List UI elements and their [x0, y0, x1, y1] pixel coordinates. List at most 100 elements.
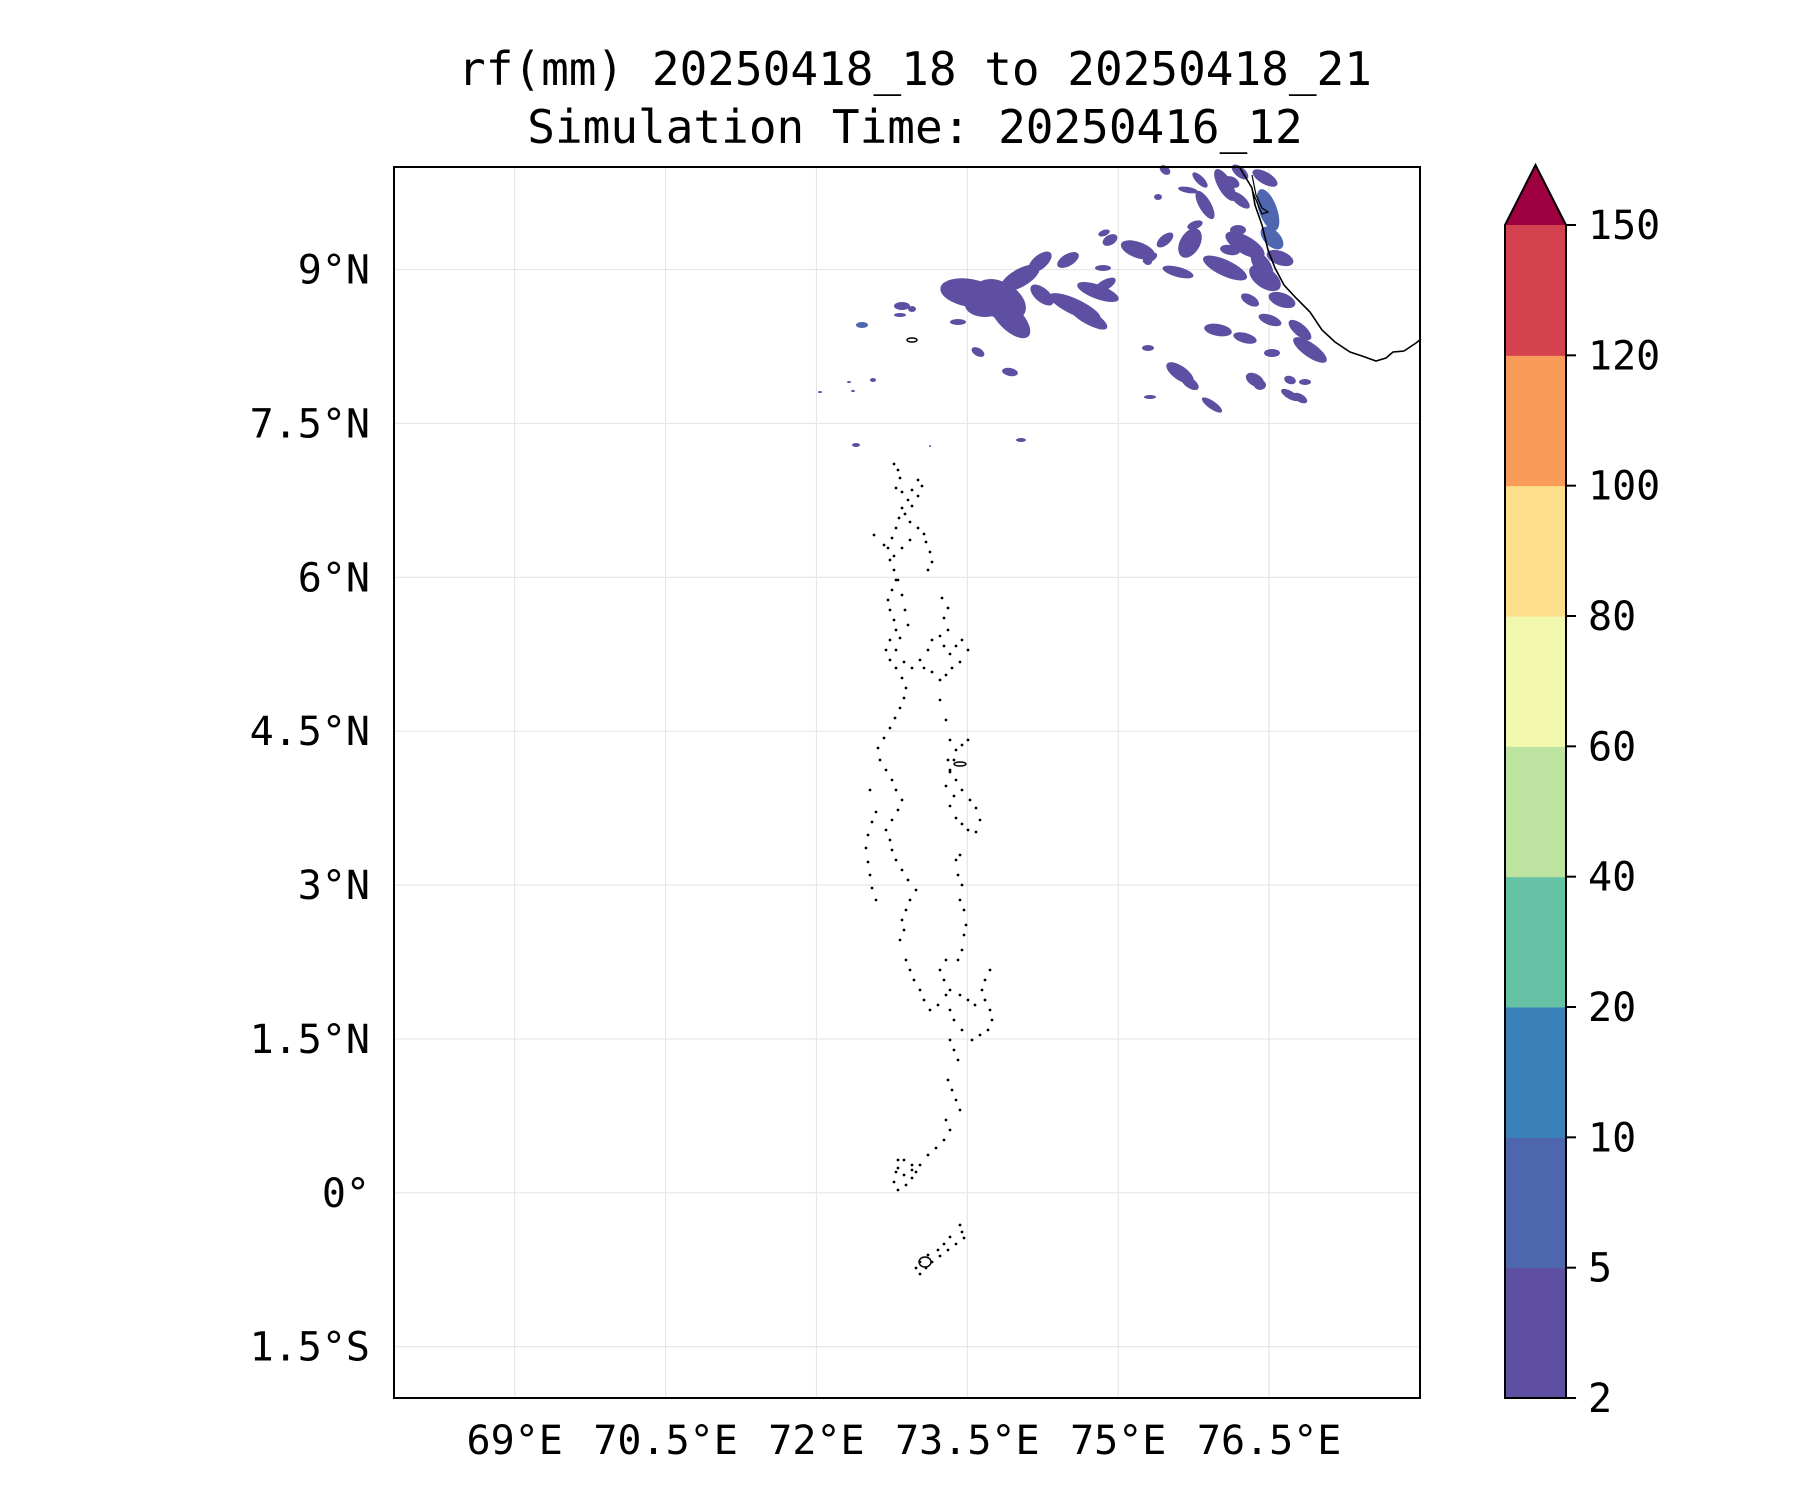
island-dot [960, 638, 964, 642]
island-dot [897, 516, 901, 520]
island-dot [890, 818, 894, 822]
island-dot [950, 1088, 954, 1092]
rain-patch [1102, 234, 1118, 246]
island-dot [948, 770, 952, 774]
island-dot [904, 958, 908, 962]
atoll-islands [864, 337, 994, 1276]
island-dot [960, 883, 964, 887]
island-dot [946, 1248, 950, 1252]
rain-patch [1264, 349, 1280, 357]
island-dot [930, 670, 934, 674]
rain-patch [1260, 226, 1284, 250]
island-dot [914, 1170, 918, 1174]
island-dot [978, 1033, 982, 1037]
island-dot [944, 784, 948, 788]
colorbar-label: 80 [1588, 594, 1636, 640]
island-dot [898, 938, 902, 942]
atoll-outline [918, 1256, 932, 1268]
island-dot [890, 778, 894, 782]
island-dot [864, 846, 868, 850]
rain-patch [1250, 251, 1274, 279]
island-dot [958, 853, 962, 857]
island-dot [954, 644, 958, 648]
island-dot [926, 1253, 930, 1257]
island-dot [896, 468, 900, 472]
island-dot [954, 778, 958, 782]
island-dot [952, 794, 956, 798]
island-dot [910, 1176, 914, 1180]
island-dot [902, 660, 906, 664]
island-dot [904, 686, 908, 690]
rain-patch [1299, 379, 1311, 385]
island-dot [896, 808, 900, 812]
map-frame [393, 166, 1421, 1399]
lon-tick-label: 73.5°E [895, 1418, 1040, 1464]
rain-patch [950, 319, 966, 325]
island-dot [918, 1163, 922, 1167]
island-dot [988, 968, 992, 972]
island-dot [888, 726, 892, 730]
island-dot [882, 543, 886, 547]
island-dot [893, 716, 897, 720]
island-dot [940, 596, 944, 600]
island-dot [962, 933, 966, 937]
lon-tick-label: 69°E [467, 1418, 563, 1464]
island-dot [978, 818, 982, 822]
island-dot [922, 532, 926, 536]
rain-patch [1252, 169, 1278, 187]
island-dot [900, 918, 904, 922]
island-dot [886, 546, 890, 550]
island-dot [944, 958, 948, 962]
island-dot [888, 658, 892, 662]
island-dot [948, 1128, 952, 1132]
island-dot [898, 476, 902, 480]
colorbar-segment [1505, 485, 1566, 617]
island-dot [980, 988, 984, 992]
island-dot [950, 666, 954, 670]
island-dot [948, 768, 952, 772]
rain-patch [1230, 225, 1246, 235]
island-dot [902, 928, 906, 932]
lat-tick-label: 0° [322, 1171, 370, 1217]
island-dot [990, 1018, 994, 1022]
island-dot [948, 652, 952, 656]
lat-tick-label: 4.5°N [250, 709, 370, 755]
lat-tick-label: 7.5°N [250, 401, 370, 447]
island-dot [948, 1235, 952, 1239]
island-dot [966, 828, 970, 832]
colorbar-outline [1504, 162, 1567, 1399]
island-dot [910, 666, 914, 670]
island-dot [908, 898, 912, 902]
rain-patch [1258, 313, 1282, 327]
island-dot [988, 1008, 992, 1012]
island-dot [890, 588, 894, 592]
rain-patch [1095, 265, 1111, 271]
rain-patch [1156, 232, 1174, 248]
lat-tick-label: 9°N [298, 248, 370, 294]
rain-patch [856, 322, 868, 328]
rain-patch [1030, 284, 1054, 306]
rain-patch [1187, 220, 1203, 230]
island-dot [954, 748, 958, 752]
rainfall-patches [818, 164, 1327, 447]
rain-patch [894, 302, 910, 310]
island-dot [892, 554, 896, 558]
rain-patch [1181, 375, 1199, 391]
island-dot [878, 758, 882, 762]
island-dot [960, 743, 964, 747]
island-dot [964, 923, 968, 927]
island-dot [888, 608, 892, 612]
island-dot [942, 978, 946, 982]
island-dot [894, 1170, 898, 1174]
island-dot [958, 1223, 962, 1227]
rain-patch [1098, 229, 1110, 237]
lon-tick-label: 70.5°E [593, 1418, 738, 1464]
colorbar-label: 40 [1588, 855, 1636, 901]
island-dot [898, 706, 902, 710]
island-dot [928, 550, 932, 554]
lon-tick-label: 72°E [768, 1418, 864, 1464]
lat-tick-label: 1.5°S [250, 1325, 370, 1371]
rain-patch [1178, 228, 1202, 258]
island-dot [922, 998, 926, 1002]
rain-patch [1144, 395, 1156, 399]
